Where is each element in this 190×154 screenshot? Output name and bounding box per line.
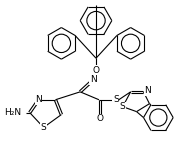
Text: S: S bbox=[120, 102, 126, 111]
Text: N: N bbox=[90, 75, 96, 84]
Text: H₂N: H₂N bbox=[4, 108, 21, 117]
Text: S: S bbox=[41, 123, 46, 132]
Text: N: N bbox=[144, 86, 151, 95]
Text: O: O bbox=[93, 66, 100, 75]
Text: S: S bbox=[113, 95, 119, 104]
Text: O: O bbox=[97, 114, 104, 123]
Text: N: N bbox=[35, 95, 42, 104]
